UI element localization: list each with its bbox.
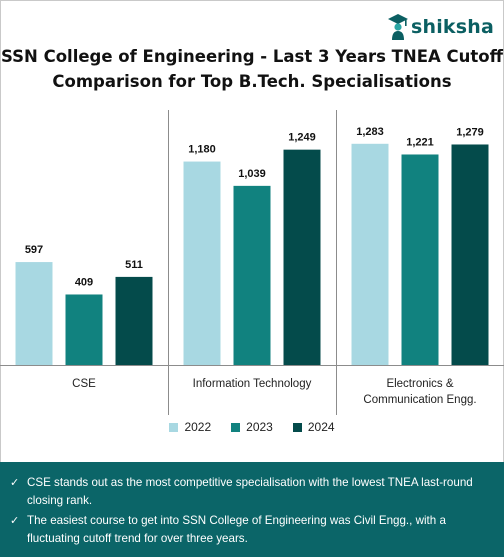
- legend-swatch-2022: [169, 422, 179, 432]
- brand-name: shiksha: [410, 16, 494, 38]
- data-label: 1,249: [288, 132, 316, 144]
- data-label: 511: [125, 259, 143, 271]
- legend: 2022 2023 2024: [0, 420, 504, 434]
- graduate-icon: [387, 14, 408, 40]
- data-label: 1,283: [356, 126, 384, 138]
- data-label: 1,180: [188, 144, 216, 156]
- data-label: 409: [75, 276, 93, 288]
- shiksha-logo: shiksha: [387, 10, 494, 44]
- note-text: CSE stands out as the most competitive s…: [27, 476, 473, 507]
- category-label: Information Technology: [193, 378, 312, 390]
- bar-2023: [401, 154, 439, 365]
- legend-label-2022: 2022: [184, 420, 212, 434]
- legend-label-2023: 2023: [246, 420, 273, 434]
- data-label: 1,221: [406, 136, 434, 148]
- note-text: The easiest course to get into SSN Colle…: [27, 514, 446, 545]
- key-takeaways-panel: ✓ CSE stands out as the most competitive…: [0, 462, 504, 557]
- bar-2024: [115, 276, 153, 365]
- category-label: CSE: [72, 378, 96, 390]
- bar-2022: [15, 262, 53, 365]
- bar-2022: [351, 143, 389, 365]
- bar-chart: 597 409 511 CSE 1,180 1,039 1,249 Information T…: [0, 110, 504, 415]
- note-item: ✓ The easiest course to get into SSN Col…: [10, 512, 494, 547]
- category-label: Communication Engg.: [363, 394, 476, 406]
- legend-swatch-2023: [231, 422, 241, 432]
- check-icon: ✓: [10, 476, 20, 489]
- legend-label-2024: 2024: [307, 420, 335, 434]
- title-line-1: SSN College of Engineering - Last 3 Year…: [1, 47, 503, 66]
- legend-item-2024: 2024: [292, 420, 335, 434]
- data-label: 1,279: [456, 126, 484, 138]
- note-item: ✓ CSE stands out as the most competitive…: [10, 474, 494, 509]
- data-label: 1,039: [238, 168, 266, 180]
- title-line-2: Comparison for Top B.Tech. Specialisatio…: [52, 72, 452, 91]
- check-icon: ✓: [10, 514, 20, 527]
- category-label: Electronics &: [386, 378, 453, 390]
- bar-2023: [65, 294, 103, 365]
- bar-2024: [451, 144, 489, 365]
- data-label: 597: [25, 244, 43, 256]
- chart-title: SSN College of Engineering - Last 3 Year…: [0, 44, 504, 94]
- legend-swatch-2024: [292, 422, 302, 432]
- bar-2024: [283, 149, 321, 365]
- legend-item-2022: 2022: [169, 420, 211, 434]
- legend-item-2023: 2023: [231, 420, 273, 434]
- bar-2023: [233, 185, 271, 365]
- bar-2022: [183, 161, 221, 365]
